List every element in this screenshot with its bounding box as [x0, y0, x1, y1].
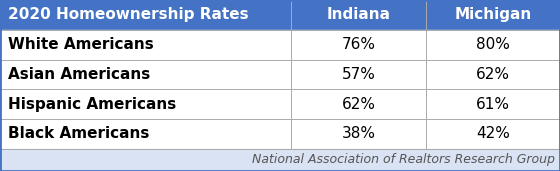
- Text: 61%: 61%: [476, 97, 510, 112]
- Bar: [0, 0, 560, 30]
- Text: Black Americans: Black Americans: [8, 126, 150, 141]
- Bar: [0, 119, 560, 149]
- Text: 38%: 38%: [342, 126, 375, 141]
- Text: Hispanic Americans: Hispanic Americans: [8, 97, 176, 112]
- Bar: [0, 30, 560, 60]
- Text: 76%: 76%: [342, 37, 375, 52]
- Text: White Americans: White Americans: [8, 37, 154, 52]
- Text: Indiana: Indiana: [326, 8, 390, 22]
- Text: Asian Americans: Asian Americans: [8, 67, 151, 82]
- Bar: [0, 60, 560, 89]
- Text: 80%: 80%: [476, 37, 510, 52]
- Bar: [0, 89, 560, 119]
- Text: 57%: 57%: [342, 67, 375, 82]
- Bar: [0, 149, 560, 171]
- Text: National Association of Realtors Research Group: National Association of Realtors Researc…: [251, 153, 554, 166]
- Text: Michigan: Michigan: [454, 8, 531, 22]
- Text: 42%: 42%: [476, 126, 510, 141]
- Text: 2020 Homeownership Rates: 2020 Homeownership Rates: [8, 8, 249, 22]
- Text: 62%: 62%: [342, 97, 375, 112]
- Text: 62%: 62%: [476, 67, 510, 82]
